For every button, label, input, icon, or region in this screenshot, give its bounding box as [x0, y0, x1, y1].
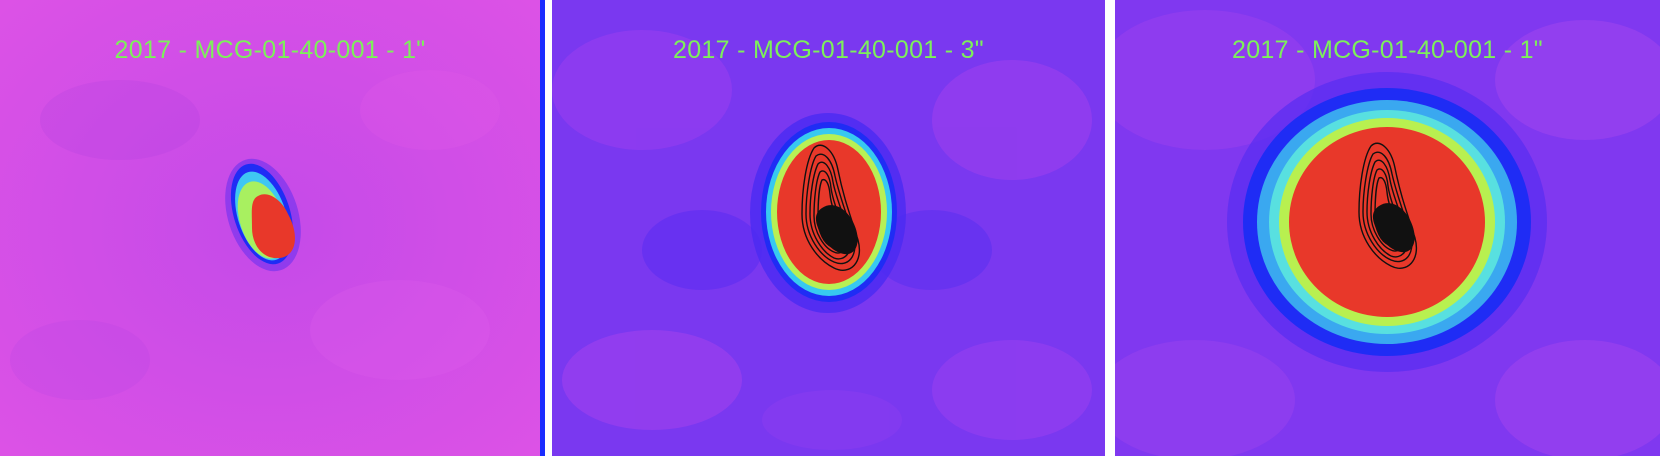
- contour-peak: [1372, 203, 1415, 253]
- panel-title: 2017 - MCG-01-40-001 - 3": [673, 36, 984, 64]
- contour-peak: [815, 205, 858, 255]
- image-panel-3: 2017 - MCG-01-40-001 - 1": [1115, 0, 1660, 456]
- radio-map-1: [0, 0, 540, 456]
- noise-texture: [552, 30, 1092, 450]
- image-panel-1: 2017 - MCG-01-40-001 - 1": [0, 0, 540, 456]
- panel-title: 2017 - MCG-01-40-001 - 1": [1232, 36, 1543, 64]
- panel-divider: [540, 0, 545, 456]
- radio-map-3: [1115, 0, 1660, 456]
- panel-title: 2017 - MCG-01-40-001 - 1": [114, 36, 426, 64]
- noise-texture: [10, 70, 500, 400]
- image-panel-2: 2017 - MCG-01-40-001 - 3": [552, 0, 1105, 456]
- source-emission: [225, 158, 301, 272]
- source-core: [251, 194, 295, 259]
- radio-map-2: [552, 0, 1105, 456]
- noise-texture: [1115, 10, 1660, 456]
